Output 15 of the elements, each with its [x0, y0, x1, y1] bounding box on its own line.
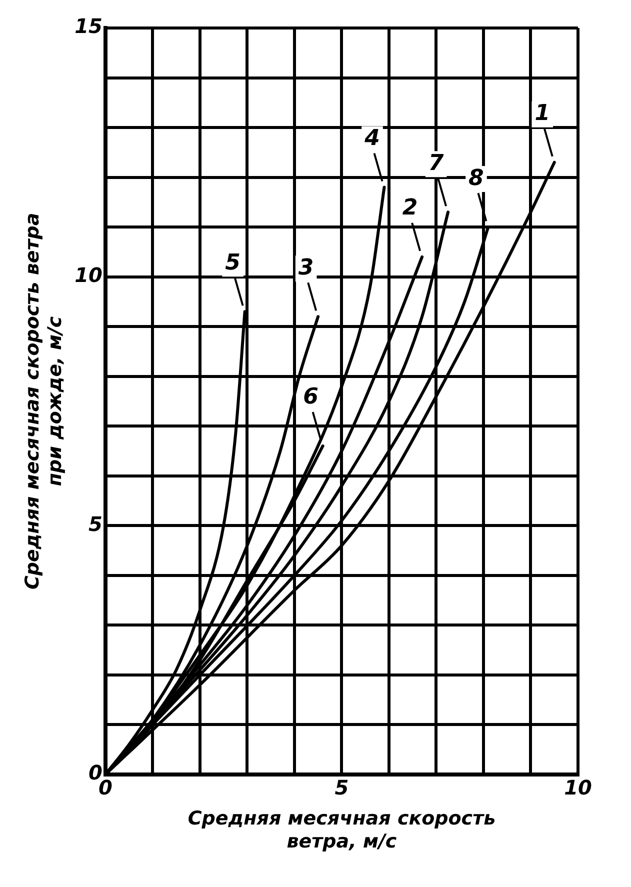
series-label: 4	[364, 126, 380, 151]
y-axis-title: Средняя месячная скорость ветра при дожде, м/с	[21, 212, 66, 590]
y-tick-label: 5	[88, 512, 102, 536]
series-label: 8	[468, 166, 484, 191]
series-label: 7	[428, 150, 444, 176]
series-label: 3	[298, 255, 314, 280]
y-tick-label: 10	[74, 263, 103, 288]
series-label: 2	[402, 196, 418, 221]
series-label: 1	[534, 101, 550, 126]
series-label: 6	[303, 384, 318, 410]
x-axis-title: Средняя месячная скорость ветра, м/с	[188, 808, 496, 853]
y-tick-label: 15	[74, 14, 102, 38]
series-label: 5	[225, 250, 240, 276]
x-tick-label: 5	[334, 776, 349, 800]
x-tick-label: 10	[564, 776, 592, 800]
